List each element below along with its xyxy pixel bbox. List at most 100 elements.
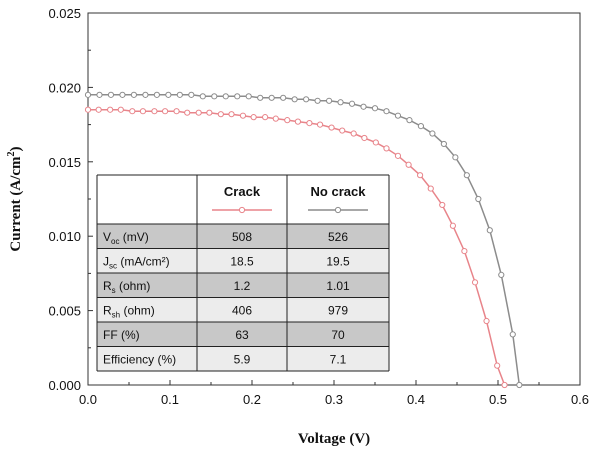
x-tick-label: 0.6 bbox=[571, 392, 589, 407]
data-point-no-crack bbox=[303, 96, 310, 103]
x-tick-label: 0.0 bbox=[79, 392, 97, 407]
y-axis-label: Current (A/cm2) bbox=[6, 146, 24, 251]
table-row bbox=[97, 224, 389, 249]
data-point-crack bbox=[405, 161, 412, 168]
table-row-label: FF (%) bbox=[103, 328, 140, 342]
y-tick-label: 0.025 bbox=[48, 6, 81, 21]
data-point-crack bbox=[494, 362, 501, 369]
data-point-no-crack bbox=[406, 117, 413, 124]
data-point-no-crack bbox=[498, 271, 505, 278]
data-point-no-crack bbox=[176, 91, 183, 98]
y-tick-label: 0.020 bbox=[48, 80, 81, 95]
table-cell-no-crack: 1.01 bbox=[326, 279, 350, 293]
data-point-crack bbox=[306, 120, 313, 127]
table-row-label: Rsh (ohm) bbox=[103, 304, 155, 320]
data-point-no-crack bbox=[314, 97, 321, 104]
data-point-no-crack bbox=[417, 122, 425, 130]
data-point-no-crack bbox=[337, 99, 344, 106]
data-point-no-crack bbox=[463, 172, 470, 179]
data-point-no-crack bbox=[222, 93, 229, 100]
data-point-no-crack bbox=[188, 91, 195, 98]
data-point-crack bbox=[217, 111, 224, 118]
data-point-no-crack bbox=[516, 381, 523, 389]
data-point-crack bbox=[361, 134, 368, 142]
data-point-crack bbox=[316, 121, 324, 128]
data-point-crack bbox=[350, 130, 357, 137]
table-row bbox=[97, 322, 389, 347]
data-point-crack bbox=[449, 222, 456, 229]
data-point-no-crack bbox=[291, 96, 298, 103]
data-point-crack bbox=[117, 106, 124, 113]
table-cell-crack: 5.9 bbox=[234, 353, 251, 367]
parameter-table: Crack No crack Voc (mV) 508 526 Jsc (mA/cm²) 1… bbox=[96, 174, 390, 372]
table-cell-crack: 18.5 bbox=[230, 255, 254, 269]
data-point-crack bbox=[501, 381, 508, 389]
data-point-crack bbox=[439, 201, 446, 209]
data-point-crack bbox=[195, 109, 202, 116]
table-cell-crack: 508 bbox=[232, 230, 252, 244]
x-tick-label: 0.3 bbox=[325, 392, 343, 407]
table-cell-crack: 406 bbox=[232, 304, 252, 318]
table-cell-no-crack: 526 bbox=[328, 230, 348, 244]
data-point-crack bbox=[262, 114, 269, 121]
table-row bbox=[97, 248, 389, 273]
table-cell-no-crack: 19.5 bbox=[326, 255, 350, 269]
data-point-crack bbox=[184, 109, 191, 116]
data-point-no-crack bbox=[257, 94, 264, 101]
data-point-no-crack bbox=[211, 93, 218, 100]
y-tick-label: 0.010 bbox=[48, 229, 81, 244]
data-point-no-crack bbox=[234, 93, 241, 100]
data-point-no-crack bbox=[153, 91, 160, 98]
data-point-crack bbox=[206, 109, 213, 116]
data-point-no-crack bbox=[119, 91, 126, 98]
y-tick-label: 0.015 bbox=[48, 155, 81, 170]
x-tick-label: 0.5 bbox=[489, 392, 507, 407]
y-tick-label: 0.000 bbox=[48, 378, 81, 393]
data-point-no-crack bbox=[475, 195, 482, 203]
data-point-no-crack bbox=[486, 227, 493, 234]
table-cell-crack: 1.2 bbox=[234, 279, 251, 293]
table-header-label: No crack bbox=[311, 184, 367, 199]
axis-ticks: 0.0 0.1 0.2 0.3 0.4 0.5 0.6 0.000 0.005 0.010 0.01… bbox=[48, 6, 589, 407]
table-row-label: Efficiency (%) bbox=[103, 353, 176, 367]
data-point-no-crack bbox=[130, 91, 138, 98]
x-tick-label: 0.2 bbox=[243, 392, 261, 407]
data-point-crack bbox=[107, 106, 114, 113]
data-point-no-crack bbox=[142, 91, 149, 98]
data-point-crack bbox=[483, 317, 490, 325]
table-cell-crack: 63 bbox=[235, 328, 249, 342]
legend-marker-crack bbox=[238, 206, 246, 214]
data-point-no-crack bbox=[429, 130, 436, 137]
data-point-crack bbox=[328, 124, 335, 131]
data-point-crack bbox=[294, 118, 302, 125]
table-header-background bbox=[97, 175, 389, 224]
data-point-no-crack bbox=[325, 97, 333, 104]
x-tick-label: 0.1 bbox=[161, 392, 179, 407]
table-cell-no-crack: 70 bbox=[331, 328, 345, 342]
data-point-crack bbox=[173, 108, 180, 115]
y-tick-label: 0.005 bbox=[48, 304, 81, 319]
table-header-label: Crack bbox=[224, 184, 261, 199]
data-point-crack bbox=[139, 108, 147, 115]
table-row bbox=[97, 346, 389, 371]
data-point-no-crack bbox=[280, 94, 287, 101]
data-point-no-crack bbox=[371, 105, 379, 112]
data-point-crack bbox=[417, 172, 424, 179]
data-point-no-crack bbox=[165, 91, 172, 98]
data-point-crack bbox=[372, 139, 379, 146]
data-point-no-crack bbox=[96, 91, 103, 98]
data-point-no-crack bbox=[245, 93, 252, 100]
table-cell-no-crack: 979 bbox=[328, 304, 348, 318]
x-tick-label: 0.4 bbox=[407, 392, 425, 407]
table-row-label: Jsc (mA/cm²) bbox=[103, 255, 170, 271]
data-point-no-crack bbox=[440, 140, 447, 148]
data-point-crack bbox=[228, 111, 235, 118]
x-axis-label: Voltage (V) bbox=[298, 431, 370, 447]
data-point-crack bbox=[84, 106, 92, 113]
legend-marker-no-crack bbox=[334, 206, 342, 214]
data-point-crack bbox=[394, 152, 402, 159]
data-point-no-crack bbox=[452, 154, 459, 161]
series-layer bbox=[84, 91, 523, 389]
data-point-crack bbox=[461, 247, 468, 255]
